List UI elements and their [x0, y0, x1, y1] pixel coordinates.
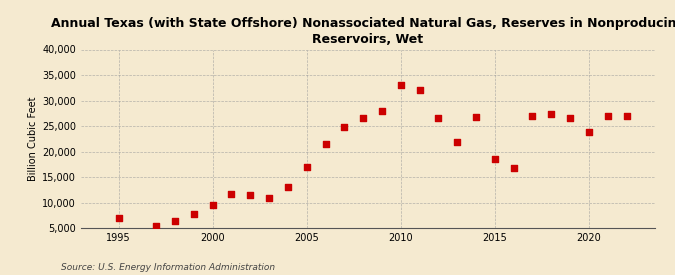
Point	[320, 142, 331, 146]
Point	[264, 196, 275, 200]
Y-axis label: Billion Cubic Feet: Billion Cubic Feet	[28, 97, 38, 181]
Point	[452, 140, 462, 145]
Point	[602, 114, 613, 118]
Text: Source: U.S. Energy Information Administration: Source: U.S. Energy Information Administ…	[61, 263, 275, 272]
Point	[358, 116, 369, 121]
Point	[621, 114, 632, 118]
Point	[226, 191, 237, 196]
Point	[169, 218, 180, 223]
Point	[527, 114, 538, 118]
Point	[489, 157, 500, 161]
Point	[583, 130, 594, 134]
Point	[283, 185, 294, 189]
Point	[377, 109, 387, 113]
Point	[339, 125, 350, 129]
Point	[546, 112, 557, 117]
Title: Annual Texas (with State Offshore) Nonassociated Natural Gas, Reserves in Nonpro: Annual Texas (with State Offshore) Nonas…	[51, 16, 675, 46]
Point	[433, 116, 444, 121]
Point	[301, 165, 312, 169]
Point	[188, 212, 199, 216]
Point	[470, 115, 481, 119]
Point	[207, 203, 218, 207]
Point	[151, 224, 161, 228]
Point	[565, 116, 576, 121]
Point	[508, 166, 519, 170]
Point	[396, 83, 406, 87]
Point	[245, 193, 256, 197]
Point	[414, 88, 425, 93]
Point	[113, 216, 124, 220]
